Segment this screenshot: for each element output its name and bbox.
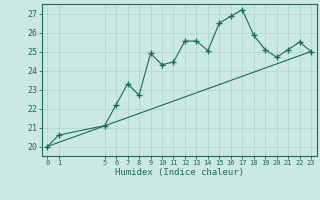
- X-axis label: Humidex (Indice chaleur): Humidex (Indice chaleur): [115, 168, 244, 177]
